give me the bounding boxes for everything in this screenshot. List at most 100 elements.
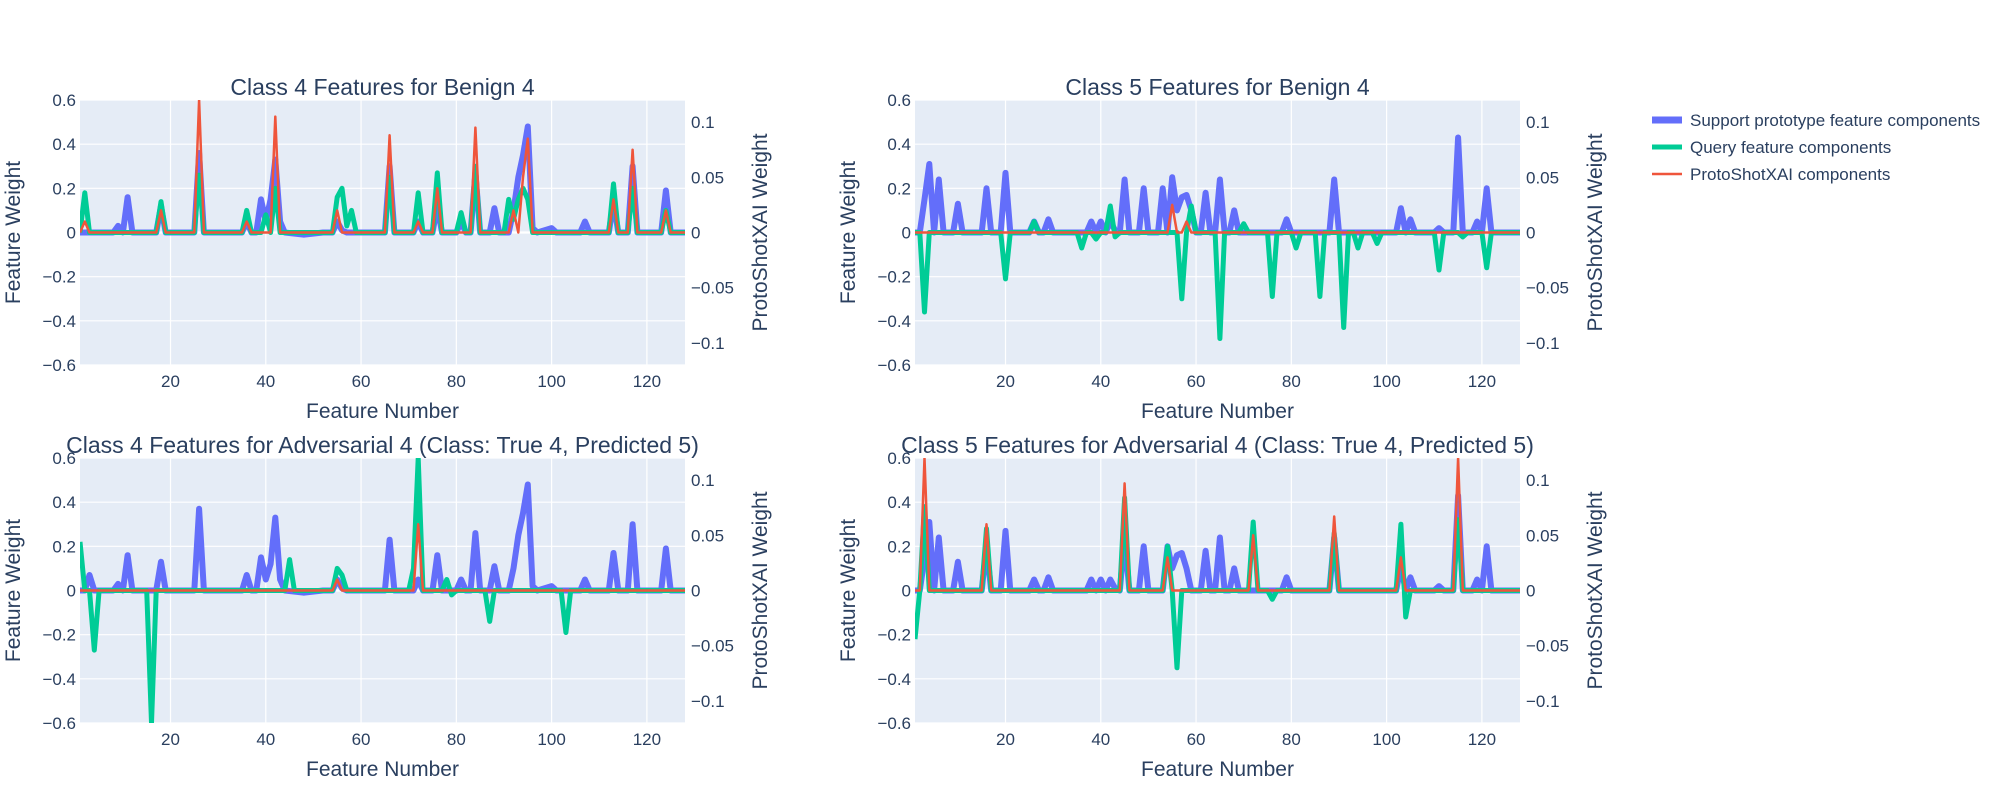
y2-axis-title: ProtoShotXAI Weight bbox=[749, 491, 772, 689]
x-tick-label: 60 bbox=[352, 730, 371, 749]
subplot-title: Class 4 Features for Adversarial 4 (Clas… bbox=[66, 432, 699, 458]
y-tick-label: 0.4 bbox=[887, 135, 911, 154]
y-tick-label: 0.6 bbox=[887, 449, 911, 468]
x-axis-title: Feature Number bbox=[1141, 758, 1294, 781]
y2-tick-label: 0 bbox=[1526, 582, 1535, 601]
subplot-title: Class 5 Features for Adversarial 4 (Clas… bbox=[901, 432, 1534, 458]
x-tick-label: 120 bbox=[1468, 372, 1496, 391]
y2-tick-label: 0 bbox=[691, 582, 700, 601]
x-axis-title: Feature Number bbox=[306, 758, 459, 781]
x-tick-label: 40 bbox=[1091, 372, 1110, 391]
y-tick-label: −0.4 bbox=[877, 670, 911, 689]
subplot-4: 20 40 60 80 100 120 −0.6 −0.4 −0.2 0 0.2 0.4 0.6 −0.1… bbox=[837, 432, 1607, 781]
y2-tick-label: −0.1 bbox=[691, 334, 725, 353]
subplot-title: Class 4 Features for Benign 4 bbox=[230, 74, 534, 100]
y-tick-label: 0.2 bbox=[887, 537, 911, 556]
y2-axis-title: ProtoShotXAI Weight bbox=[1584, 491, 1607, 689]
x-tick-label: 100 bbox=[1372, 372, 1400, 391]
x-tick-label: 60 bbox=[1187, 730, 1206, 749]
series-group bbox=[80, 100, 685, 238]
legend-item[interactable]: Query feature components bbox=[1652, 138, 1891, 157]
support-series-line[interactable] bbox=[915, 134, 1520, 236]
x-tick-label: 80 bbox=[1282, 730, 1301, 749]
x-tick-label: 40 bbox=[256, 730, 275, 749]
y-tick-label: −0.2 bbox=[877, 626, 911, 645]
y2-tick-label: 0.05 bbox=[1526, 526, 1559, 545]
y-axis-title: Feature Weight bbox=[837, 519, 860, 662]
x-tick-label: 40 bbox=[1091, 730, 1110, 749]
legend-item[interactable]: ProtoShotXAI components bbox=[1652, 165, 1890, 184]
subplot-2: 20 40 60 80 100 120 −0.6 −0.4 −0.2 0 0.2 0.4 0.6 −0.1… bbox=[837, 74, 1607, 423]
y2-tick-label: 0.05 bbox=[691, 526, 724, 545]
y-tick-label: −0.4 bbox=[42, 312, 76, 331]
x-axis-title: Feature Number bbox=[1141, 400, 1294, 423]
y-tick-label: 0.2 bbox=[52, 179, 76, 198]
protoshot-series-line[interactable] bbox=[80, 100, 685, 234]
y2-tick-label: −0.05 bbox=[691, 637, 734, 656]
y2-tick-label: 0.1 bbox=[1526, 471, 1550, 490]
y-tick-label: 0 bbox=[902, 582, 911, 601]
y-tick-label: 0.4 bbox=[52, 493, 76, 512]
y2-tick-label: 0.05 bbox=[691, 168, 724, 187]
y-axis-title: Feature Weight bbox=[2, 519, 25, 662]
x-tick-label: 120 bbox=[633, 730, 661, 749]
x-tick-label: 80 bbox=[1282, 372, 1301, 391]
y-tick-label: −0.2 bbox=[877, 268, 911, 287]
y-tick-label: 0.4 bbox=[887, 493, 911, 512]
y-tick-label: 0.4 bbox=[52, 135, 76, 154]
x-axis-title: Feature Number bbox=[306, 400, 459, 423]
y-tick-label: 0 bbox=[67, 582, 76, 601]
protoshot-series-line[interactable] bbox=[915, 203, 1520, 234]
y-tick-label: 0.2 bbox=[887, 179, 911, 198]
y-tick-label: 0.6 bbox=[887, 91, 911, 110]
y2-tick-label: 0.05 bbox=[1526, 168, 1559, 187]
protoshot-series-line[interactable] bbox=[80, 523, 685, 592]
x-tick-label: 20 bbox=[161, 730, 180, 749]
y-tick-label: −0.6 bbox=[42, 714, 76, 733]
subplot-3: 20 40 60 80 100 120 −0.6 −0.4 −0.2 0 0.2 0.4 0.6 −0.1… bbox=[2, 432, 772, 781]
legend-item[interactable]: Support prototype feature components bbox=[1652, 111, 1980, 130]
x-tick-label: 80 bbox=[447, 730, 466, 749]
x-tick-label: 60 bbox=[1187, 372, 1206, 391]
subplot-1: 20 40 60 80 100 120 −0.6 −0.4 −0.2 0 0.2 0.4 0.6 −0.1… bbox=[2, 74, 772, 423]
series-group bbox=[915, 458, 1520, 671]
y-tick-label: 0.6 bbox=[52, 449, 76, 468]
legend-label: ProtoShotXAI components bbox=[1690, 165, 1890, 184]
y-tick-label: −0.4 bbox=[877, 312, 911, 331]
x-tick-label: 120 bbox=[633, 372, 661, 391]
y-tick-label: −0.2 bbox=[42, 268, 76, 287]
legend-label: Support prototype feature components bbox=[1690, 111, 1980, 130]
y2-tick-label: −0.1 bbox=[1526, 334, 1560, 353]
y-tick-label: 0 bbox=[67, 224, 76, 243]
y2-tick-label: 0.1 bbox=[691, 113, 715, 132]
x-tick-label: 100 bbox=[537, 730, 565, 749]
y2-tick-label: −0.05 bbox=[1526, 637, 1569, 656]
x-tick-label: 20 bbox=[996, 372, 1015, 391]
protoshot-series-line[interactable] bbox=[915, 458, 1520, 592]
y2-tick-label: −0.05 bbox=[1526, 279, 1569, 298]
series-group bbox=[80, 458, 685, 723]
y-tick-label: −0.2 bbox=[42, 626, 76, 645]
x-tick-label: 20 bbox=[996, 730, 1015, 749]
y2-axis-title: ProtoShotXAI Weight bbox=[749, 133, 772, 331]
y2-tick-label: −0.1 bbox=[1526, 692, 1560, 711]
y-axis-title: Feature Weight bbox=[837, 161, 860, 304]
y-axis-title: Feature Weight bbox=[2, 161, 25, 304]
y2-tick-label: −0.05 bbox=[691, 279, 734, 298]
series-group bbox=[915, 134, 1520, 341]
y-tick-label: 0 bbox=[902, 224, 911, 243]
y-tick-label: −0.6 bbox=[42, 356, 76, 375]
y-tick-label: −0.6 bbox=[877, 714, 911, 733]
y2-tick-label: 0.1 bbox=[691, 471, 715, 490]
x-tick-label: 80 bbox=[447, 372, 466, 391]
y-tick-label: 0.2 bbox=[52, 537, 76, 556]
y2-tick-label: 0.1 bbox=[1526, 113, 1550, 132]
x-tick-label: 20 bbox=[161, 372, 180, 391]
legend-label: Query feature components bbox=[1690, 138, 1891, 157]
x-tick-label: 100 bbox=[537, 372, 565, 391]
x-tick-label: 60 bbox=[352, 372, 371, 391]
legend[interactable]: Support prototype feature components Quer… bbox=[1652, 111, 1980, 184]
subplot-title: Class 5 Features for Benign 4 bbox=[1065, 74, 1369, 100]
y-tick-label: 0.6 bbox=[52, 91, 76, 110]
